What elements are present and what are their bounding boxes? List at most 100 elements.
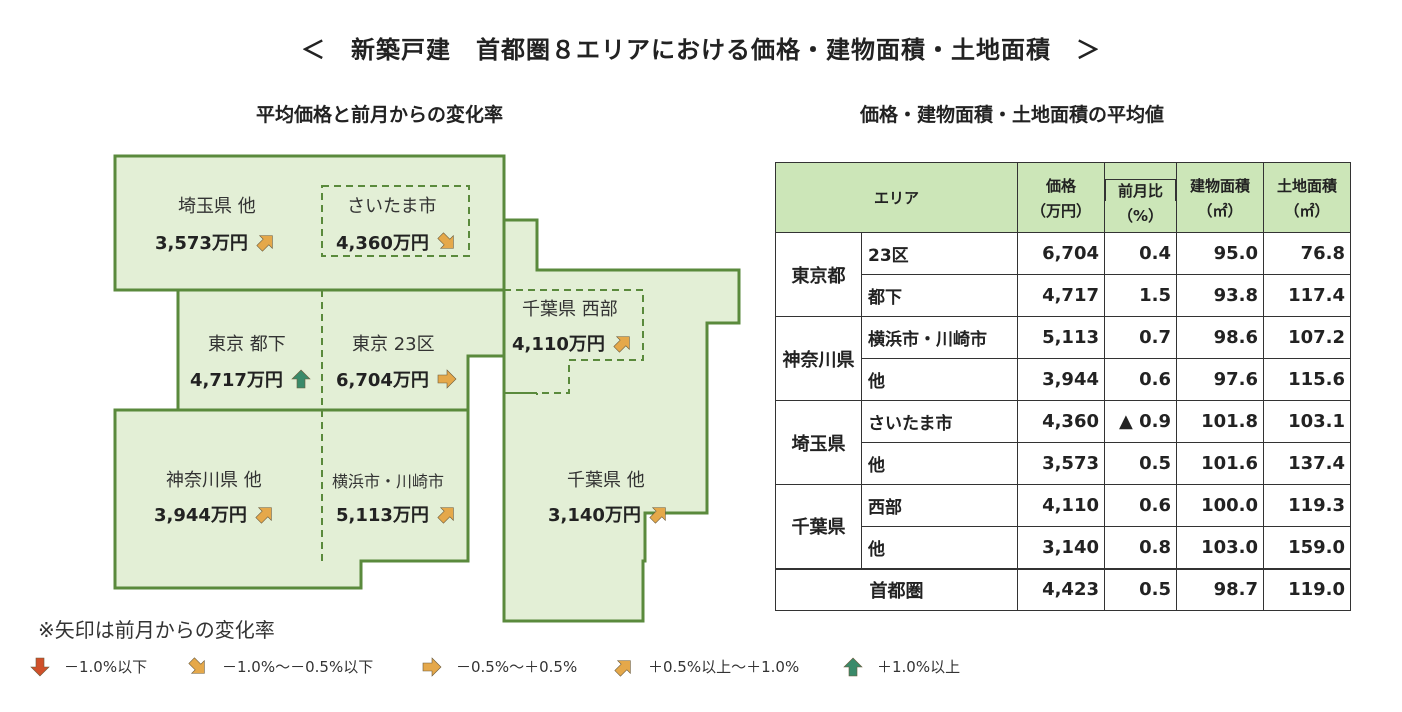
table-row: 東京都 23区 6,704 0.4 95.0 76.8 xyxy=(775,232,1351,317)
price-cell: 4,360 xyxy=(1017,400,1105,443)
total-price-cell: 4,423 xyxy=(1017,567,1105,611)
building-cell: 103.0 xyxy=(1176,526,1264,569)
price-cell: 4,717 xyxy=(1017,274,1105,317)
change-cell: 0.5 xyxy=(1104,442,1177,485)
price-cell: 3,573 xyxy=(1017,442,1105,485)
chiba-region xyxy=(502,218,741,623)
legend-item-up-right: ＋0.5%以上～＋1.0% xyxy=(614,656,799,677)
arrow-down-icon xyxy=(30,657,50,676)
legend-label: －1.0%以下 xyxy=(64,658,148,676)
area-price-chiba-other: 3,140万円 xyxy=(548,501,669,527)
sub-area-cell: 他 xyxy=(861,442,1018,485)
area-label-yokohama-kawasaki: 横浜市・川崎市 xyxy=(332,472,445,491)
sub-area-cell: さいたま市 xyxy=(861,400,1018,443)
table-row: 都下 4,717 1.5 93.8 117.4 xyxy=(776,274,1351,317)
arrow-up-icon xyxy=(843,657,863,676)
price-text: 3,140万円 xyxy=(548,505,641,526)
area-price-kanagawa-other: 3,944万円 xyxy=(154,501,275,527)
building-cell: 100.0 xyxy=(1176,484,1264,527)
header-change-label: 前月比 xyxy=(1117,182,1163,200)
header-price: 価格 （万円） xyxy=(1017,162,1105,233)
map-subtitle: 平均価格と前月からの変化率 xyxy=(256,104,504,126)
change-cell: 0.6 xyxy=(1104,484,1177,527)
header-area: エリア xyxy=(775,162,1018,233)
land-cell: 159.0 xyxy=(1263,526,1351,569)
pref-cell: 東京都 xyxy=(775,232,862,317)
header-land-label: 土地面積 xyxy=(1276,176,1337,195)
header-change-box: 前月比 xyxy=(1105,179,1176,201)
change-cell: 0.8 xyxy=(1104,526,1177,569)
header-change-unit: （%） xyxy=(1117,207,1164,225)
area-price-saitama-other: 3,573万円 xyxy=(155,229,276,255)
change-cell: 0.6 xyxy=(1104,358,1177,401)
price-cell: 4,110 xyxy=(1017,484,1105,527)
area-price-tokyo-toka: 4,717万円 xyxy=(190,366,311,392)
header-building-label: 建物面積 xyxy=(1189,176,1250,195)
arrow-down-right-icon xyxy=(188,656,205,674)
building-cell: 101.6 xyxy=(1176,442,1264,485)
saitama-city-border xyxy=(321,185,470,257)
building-cell: 93.8 xyxy=(1176,274,1264,317)
header-land-unit: （㎡） xyxy=(1284,201,1330,220)
saitama-region xyxy=(113,154,506,292)
table-row: 神奈川県 横浜市・川崎市 5,113 0.7 98.6 107.2 xyxy=(775,316,1351,401)
land-cell: 103.1 xyxy=(1263,400,1351,443)
price-cell: 6,704 xyxy=(1017,232,1105,275)
land-cell: 117.4 xyxy=(1263,274,1351,317)
sub-area-cell: 西部 xyxy=(861,484,1018,527)
arrow-up-right-icon xyxy=(255,507,272,524)
change-cell: ▲ 0.9 xyxy=(1104,400,1177,443)
arrow-up-right-icon xyxy=(256,235,273,252)
legend-label: ＋1.0%以上 xyxy=(877,658,961,676)
arrow-up-icon xyxy=(291,369,311,389)
price-text: 5,113万円 xyxy=(336,505,429,526)
sub-area-cell: 横浜市・川崎市 xyxy=(861,316,1018,359)
total-change-cell: 0.5 xyxy=(1104,567,1177,611)
legend-item-down: －1.0%以下 xyxy=(30,656,147,677)
land-cell: 115.6 xyxy=(1263,358,1351,401)
area-label-kanagawa-other: 神奈川県 他 xyxy=(166,470,262,491)
pref-cell: 神奈川県 xyxy=(775,316,862,401)
building-cell: 95.0 xyxy=(1176,232,1264,275)
land-cell: 137.4 xyxy=(1263,442,1351,485)
legend-item-right: －0.5%～＋0.5% xyxy=(422,656,577,677)
change-cell: 0.7 xyxy=(1104,316,1177,359)
price-text: 4,360万円 xyxy=(336,233,429,254)
legend-item-up: ＋1.0%以上 xyxy=(843,656,960,677)
header-land: 土地面積 （㎡） xyxy=(1263,162,1351,233)
area-label-saitama-other: 埼玉県 他 xyxy=(178,196,256,217)
pref-cell: 埼玉県 xyxy=(775,400,862,485)
legend-item-down-right: －1.0%～－0.5%以下 xyxy=(188,656,373,677)
price-text: 3,573万円 xyxy=(155,233,248,254)
price-cell: 5,113 xyxy=(1017,316,1105,359)
price-text: 4,110万円 xyxy=(512,334,605,355)
arrow-down-right-icon xyxy=(437,232,454,249)
legend-label: －0.5%～＋0.5% xyxy=(456,658,578,676)
arrow-right-icon xyxy=(422,656,442,677)
land-cell: 76.8 xyxy=(1263,232,1351,275)
area-label-saitama-city: さいたま市 xyxy=(347,196,437,217)
price-text: 3,944万円 xyxy=(154,505,247,526)
table-row: 他 3,140 0.8 103.0 159.0 xyxy=(776,526,1351,569)
arrow-up-right-icon xyxy=(649,507,666,524)
building-cell: 101.8 xyxy=(1176,400,1264,443)
price-cell: 3,140 xyxy=(1017,526,1105,569)
area-price-yokohama-kawasaki: 5,113万円 xyxy=(336,501,457,527)
area-price-saitama-city: 4,360万円 xyxy=(336,229,457,255)
building-cell: 98.6 xyxy=(1176,316,1264,359)
arrow-up-right-icon xyxy=(613,336,630,353)
table-total-row: 首都圏 4,423 0.5 98.7 119.0 xyxy=(775,567,1351,611)
sub-area-cell: 他 xyxy=(861,526,1018,569)
header-price-label: 価格 xyxy=(1045,176,1076,195)
header-price-unit: （万円） xyxy=(1030,201,1091,220)
table-row: 他 3,944 0.6 97.6 115.6 xyxy=(776,358,1351,401)
header-building-unit: （㎡） xyxy=(1197,201,1243,220)
sub-area-cell: 他 xyxy=(861,358,1018,401)
land-cell: 107.2 xyxy=(1263,316,1351,359)
area-label-chiba-other: 千葉県 他 xyxy=(567,470,645,491)
header-change: 前月比 （%） xyxy=(1104,162,1177,233)
area-map xyxy=(113,154,741,623)
building-cell: 97.6 xyxy=(1176,358,1264,401)
change-cell: 1.5 xyxy=(1104,274,1177,317)
area-label-tokyo-toka: 東京 都下 xyxy=(208,334,286,355)
